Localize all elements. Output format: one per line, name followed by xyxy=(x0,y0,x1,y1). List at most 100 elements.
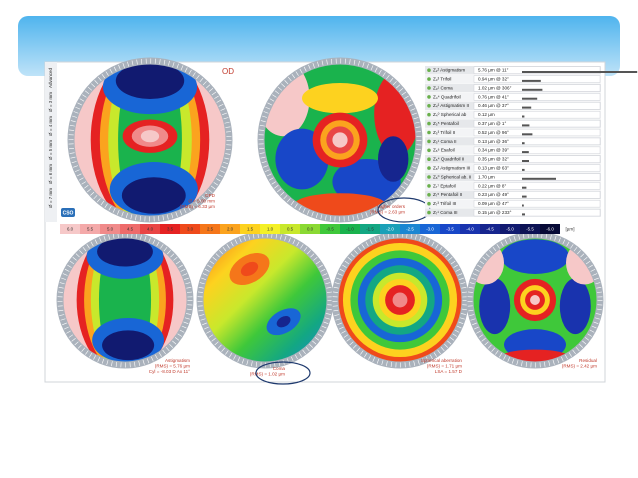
map-ring-ticks xyxy=(258,58,422,222)
value-box xyxy=(473,84,601,92)
zernike-value: 0.94 µm @ 32° xyxy=(478,77,509,82)
map-region xyxy=(479,278,511,335)
zernike-term: Z₃¹ Coma xyxy=(433,85,453,90)
row-icon xyxy=(427,104,431,108)
scale-swatch xyxy=(480,224,500,234)
map xyxy=(203,238,327,362)
scale-swatch xyxy=(80,224,100,234)
toolbar-item: Advanced xyxy=(48,67,53,88)
value-bar xyxy=(522,195,527,198)
map-region xyxy=(102,330,155,361)
toolbar-item: Ø = 4 mm xyxy=(48,116,53,136)
value-box xyxy=(473,102,601,110)
map-caption: (RMS) = 6.33 µm xyxy=(180,204,215,209)
zernike-term: Z₄⁴ Quadrifoil xyxy=(433,94,461,99)
scale-label: 4.5 xyxy=(127,227,134,232)
map-region xyxy=(276,316,291,328)
value-bar xyxy=(522,79,541,82)
scale-label: -1.5 xyxy=(366,227,374,232)
scale-label: -3.5 xyxy=(446,227,454,232)
value-bar xyxy=(522,133,533,136)
scale-swatch xyxy=(340,224,360,234)
scale-swatch xyxy=(360,224,380,234)
highlight-circle xyxy=(255,361,311,385)
scale-swatch xyxy=(120,224,140,234)
zernike-value: 0.09 µm @ 47° xyxy=(478,201,509,206)
scale-label: 1.0 xyxy=(267,227,274,232)
value-bar xyxy=(522,88,543,91)
zernike-term: Z₆⁴ Quadrifoil II xyxy=(433,157,464,162)
scale-swatch xyxy=(280,224,300,234)
map xyxy=(63,238,187,362)
logo: CSO xyxy=(63,210,74,216)
zernike-value: 0.15 µm @ 233° xyxy=(478,210,512,215)
scale-swatch xyxy=(220,224,240,234)
toolbar-item: Ø = 3 mm xyxy=(48,92,53,112)
value-bar xyxy=(522,97,538,100)
scale-label: 2.0 xyxy=(227,227,234,232)
row-icon xyxy=(427,130,431,135)
value-box xyxy=(473,173,601,181)
map-caption: (RMS) = 1.71 µm xyxy=(427,364,462,369)
map-region xyxy=(530,295,540,305)
scale-label: 1.5 xyxy=(247,227,254,232)
value-bar xyxy=(522,204,524,207)
scale-swatch xyxy=(380,224,400,234)
map xyxy=(338,238,462,362)
map-region xyxy=(497,349,573,362)
scale-label: -4.5 xyxy=(486,227,494,232)
zernike-value: 0.23 µm @ 49° xyxy=(478,192,509,197)
map-region xyxy=(332,132,348,148)
value-box xyxy=(473,182,601,190)
scale-label: 6.0 xyxy=(67,227,74,232)
map-ring-ticks xyxy=(68,58,232,222)
map-ring-ticks xyxy=(332,232,468,368)
map-caption: Ø = 5.00 mm xyxy=(188,199,215,204)
scale-swatch xyxy=(540,224,560,234)
zernike-value: 0.22 µm @ 8° xyxy=(478,183,506,188)
scale-swatch xyxy=(500,224,520,234)
value-bar xyxy=(522,106,532,109)
value-bar xyxy=(522,213,525,216)
row-icon xyxy=(427,148,431,153)
map-ring-ticks xyxy=(197,232,333,368)
zernike-value: 5.76 µm @ 11° xyxy=(478,68,509,73)
scale-swatch xyxy=(400,224,420,234)
zernike-term: Z₆² Astigmatism III xyxy=(433,166,470,171)
zernike-term: Z₅⁵ Pentafoil xyxy=(433,121,459,126)
row-icon xyxy=(427,139,431,144)
row-icon xyxy=(427,68,431,72)
zernike-value: 0.13 µm @ 63° xyxy=(478,166,509,171)
map-region xyxy=(392,292,408,308)
toolbar-item: Ø = 7 mm xyxy=(48,188,53,208)
map-region xyxy=(378,136,409,182)
row-icon xyxy=(427,201,431,206)
zernike-term: Z₅¹ Coma II xyxy=(433,139,457,144)
scale-swatch xyxy=(300,224,320,234)
value-box xyxy=(473,119,601,128)
row-icon xyxy=(427,175,431,179)
map-title: Coma xyxy=(273,366,286,371)
map xyxy=(74,64,226,216)
zernike-term: Z₇³ Trifoil III xyxy=(433,201,456,206)
toolbar xyxy=(45,62,57,222)
scale-swatch xyxy=(200,224,220,234)
zernike-term: Z₃³ Trifoil xyxy=(433,77,451,82)
scale-label: -2.5 xyxy=(406,227,414,232)
value-box xyxy=(473,208,601,217)
scale-swatch xyxy=(440,224,460,234)
value-box xyxy=(473,66,601,74)
map-title: Astigmatism xyxy=(165,358,190,363)
scale-label: 0.0 xyxy=(307,227,314,232)
row-icon xyxy=(427,86,431,90)
zernike-value: 1.02 µm @ 306° xyxy=(478,85,512,90)
map-caption: Cyl = -8.03 D Ax 11° xyxy=(149,369,190,374)
map xyxy=(473,238,597,362)
map-caption: LSA = 1.57 D xyxy=(435,369,463,374)
toolbar-item: Ø = 6 mm xyxy=(48,164,53,184)
map-caption: (RMS) = 5.76 µm xyxy=(155,364,190,369)
row-icon xyxy=(427,184,431,188)
eye-label: OD xyxy=(222,67,234,76)
zernike-term: Z₇¹ Coma III xyxy=(433,210,458,215)
